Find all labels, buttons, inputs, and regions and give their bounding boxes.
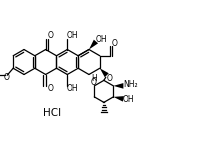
- Text: OH: OH: [123, 95, 134, 104]
- Text: O: O: [48, 84, 54, 93]
- Polygon shape: [100, 68, 109, 77]
- Text: O: O: [111, 39, 117, 48]
- Text: O: O: [90, 78, 96, 87]
- Text: O: O: [106, 74, 112, 83]
- Polygon shape: [89, 40, 98, 49]
- Text: O: O: [48, 31, 54, 40]
- Polygon shape: [113, 83, 123, 89]
- Text: OH: OH: [67, 31, 79, 40]
- Text: HCl: HCl: [43, 108, 61, 118]
- Polygon shape: [113, 96, 124, 102]
- Text: NH₂: NH₂: [123, 80, 138, 89]
- Text: OH: OH: [96, 35, 107, 44]
- Text: H: H: [91, 74, 97, 83]
- Text: O: O: [3, 73, 9, 82]
- Text: OH: OH: [67, 84, 79, 93]
